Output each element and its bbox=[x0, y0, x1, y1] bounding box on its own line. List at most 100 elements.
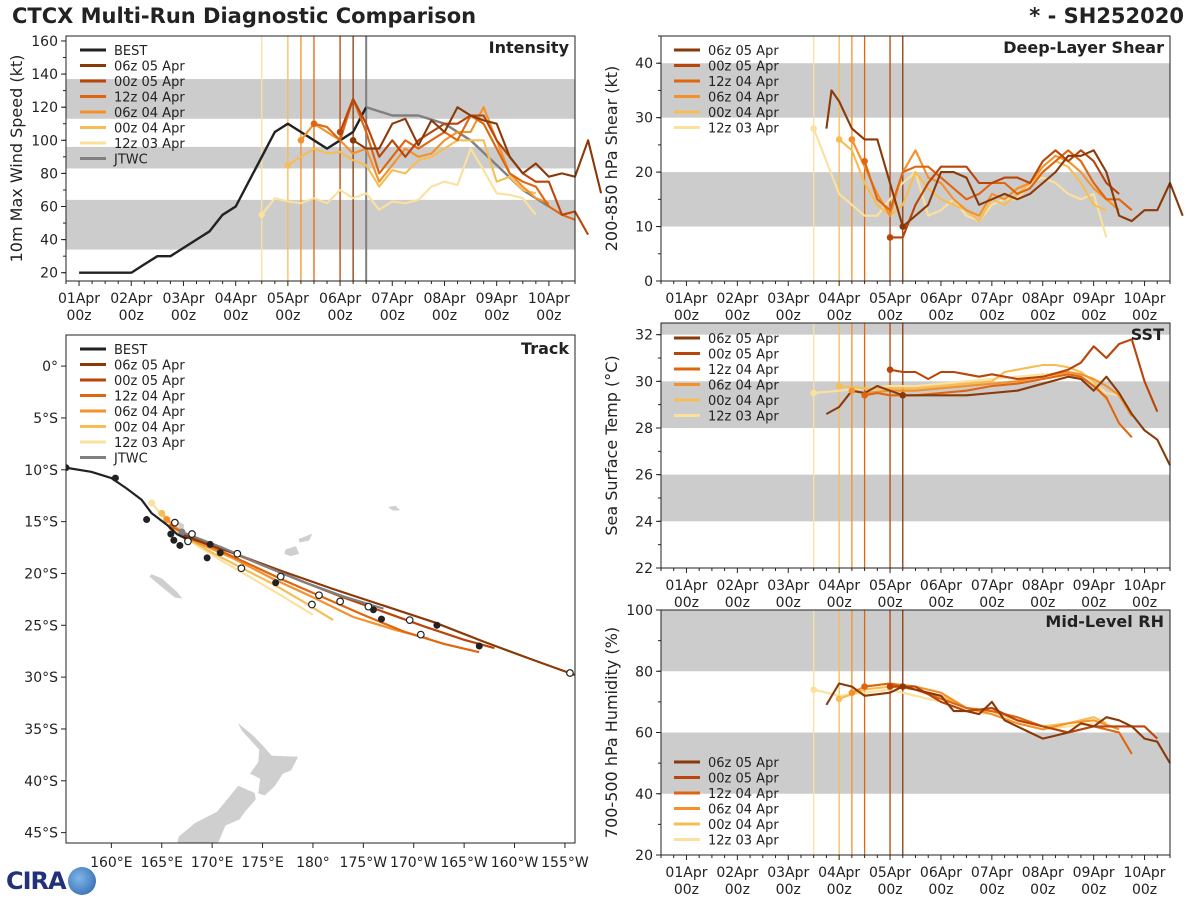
track-position-marker bbox=[170, 536, 178, 544]
sst-title: SST bbox=[1131, 325, 1164, 344]
track-position-marker bbox=[203, 554, 211, 562]
rh-xtick-day: 09Apr bbox=[1073, 865, 1115, 881]
track-series-12z-04-apr bbox=[171, 525, 480, 654]
intensity-xtick-day: 08Apr bbox=[423, 291, 465, 307]
track-position-marker bbox=[377, 615, 385, 623]
rh-xtick-day: 03Apr bbox=[767, 865, 809, 881]
shear-legend-label-06z-05-apr: 06z 05 Apr bbox=[708, 44, 779, 59]
intensity-xtick-day: 04Apr bbox=[215, 291, 257, 307]
rh-init-marker-06z-05-apr bbox=[899, 683, 907, 690]
track-lat-label: 5°S bbox=[33, 411, 58, 427]
sst-legend-label-00z-04-apr: 00z 04 Apr bbox=[708, 394, 779, 409]
storm-id: * - SH252020 bbox=[1029, 4, 1184, 28]
sst-legend-label-06z-05-apr: 06z 05 Apr bbox=[708, 332, 779, 347]
sst-xtick-day: 01Apr bbox=[665, 578, 707, 594]
rh-legend-label-06z-05-apr: 06z 05 Apr bbox=[708, 756, 779, 771]
rh-legend-label-12z-04-apr: 12z 04 Apr bbox=[708, 787, 779, 802]
track-map-layer bbox=[66, 464, 575, 843]
sst-legend-label-12z-04-apr: 12z 04 Apr bbox=[708, 363, 779, 378]
sst-xtick-hour: 00z bbox=[1030, 595, 1055, 611]
intensity-init-marker-06z-04-apr bbox=[297, 136, 305, 144]
sst-ytick-label: 22 bbox=[635, 561, 653, 577]
cira-logo: CIRA bbox=[6, 866, 96, 896]
rh-xtick-hour: 00z bbox=[827, 882, 852, 898]
track-legend-label-00z-05-apr: 00z 05 Apr bbox=[114, 374, 185, 389]
track-forecast-marker bbox=[416, 630, 425, 639]
rh-legend-label-06z-04-apr: 06z 04 Apr bbox=[708, 803, 779, 818]
shear-xtick-day: 07Apr bbox=[971, 291, 1013, 307]
track-series-best bbox=[66, 466, 188, 541]
shear-ytick-label: 20 bbox=[635, 165, 653, 181]
land-new-zealand-north bbox=[238, 723, 299, 796]
shear-xtick-hour: 00z bbox=[1081, 308, 1106, 324]
shear-series-12z-04-apr bbox=[863, 149, 1133, 212]
sst-plot-area bbox=[661, 323, 1170, 568]
track-position-marker bbox=[216, 549, 224, 557]
intensity-legend-label-00z-05-apr: 00z 05 Apr bbox=[114, 75, 185, 90]
intensity-series-00z-04-apr bbox=[287, 139, 537, 195]
intensity-legend-label-12z-04-apr: 12z 04 Apr bbox=[114, 91, 185, 106]
intensity-title: Intensity bbox=[489, 38, 570, 57]
intensity-ytick-label: 60 bbox=[40, 200, 58, 216]
shear-init-marker-12z-03-apr bbox=[810, 125, 817, 132]
intensity-xtick-day: 02Apr bbox=[110, 291, 152, 307]
sst-xtick-day: 06Apr bbox=[920, 578, 962, 594]
track-lat-label: 35°S bbox=[24, 722, 58, 738]
sst-init-marker-12z-04-apr bbox=[861, 392, 868, 399]
track-start-marker-best bbox=[66, 464, 70, 472]
land-fiji-viti-levu bbox=[284, 546, 300, 557]
shear-xtick-day: 02Apr bbox=[716, 291, 758, 307]
track-lon-label: 160°W bbox=[491, 855, 539, 871]
shear-xtick-hour: 00z bbox=[674, 308, 699, 324]
land-new-zealand-south bbox=[177, 785, 256, 843]
rh-init-marker-00z-05-apr bbox=[886, 683, 894, 690]
track-forecast-marker bbox=[315, 591, 323, 600]
track-legend-label-best: BEST bbox=[114, 343, 147, 358]
rh-init-marker-12z-04-apr bbox=[861, 683, 868, 690]
rh-xtick-hour: 00z bbox=[877, 882, 902, 898]
sst-init-marker-06z-05-apr bbox=[899, 392, 907, 399]
track-lat-label: 10°S bbox=[24, 463, 58, 479]
shear-xtick-hour: 00z bbox=[1132, 308, 1157, 324]
sst-series-12z-04-apr bbox=[864, 373, 1133, 439]
shear-xtick-hour: 00z bbox=[928, 308, 953, 324]
intensity-chart: 2040608010012014016001Apr00z02Apr00z03Ap… bbox=[7, 34, 603, 324]
rh-title: Mid-Level RH bbox=[1045, 612, 1164, 631]
intensity-ytick-label: 160 bbox=[31, 34, 58, 50]
land-samoa bbox=[387, 505, 401, 511]
sst-init-marker-12z-03-apr bbox=[810, 389, 817, 397]
intensity-series-06z-05-apr bbox=[352, 106, 603, 194]
shear-legend-label-00z-04-apr: 00z 04 Apr bbox=[708, 106, 779, 121]
intensity-legend-label-06z-04-apr: 06z 04 Apr bbox=[114, 106, 185, 121]
track-forecast-marker bbox=[336, 597, 345, 606]
track-legend-label-12z-04-apr: 12z 04 Apr bbox=[114, 390, 185, 405]
shear-xtick-hour: 00z bbox=[979, 308, 1004, 324]
shear-xtick-hour: 00z bbox=[827, 308, 852, 324]
sst-ytick-label: 28 bbox=[635, 421, 653, 437]
shear-legend-label-00z-05-apr: 00z 05 Apr bbox=[708, 60, 779, 75]
track-lon-label: 170°E bbox=[191, 855, 234, 871]
intensity-xtick-day: 07Apr bbox=[371, 291, 413, 307]
rh-xtick-hour: 00z bbox=[1132, 882, 1157, 898]
shear-init-marker-12z-04-apr bbox=[861, 157, 868, 165]
intensity-ytick-label: 40 bbox=[40, 233, 58, 249]
intensity-band bbox=[66, 79, 575, 119]
track-lat-label: 40°S bbox=[24, 774, 58, 790]
track-lon-label: 180° bbox=[296, 855, 330, 871]
figure-title: CTCX Multi-Run Diagnostic Comparison bbox=[12, 4, 477, 28]
shear-title: Deep-Layer Shear bbox=[1003, 38, 1164, 57]
rh-band bbox=[661, 732, 1170, 794]
shear-xtick-hour: 00z bbox=[877, 308, 902, 324]
rh-xtick-hour: 00z bbox=[979, 882, 1004, 898]
shear-legend-label-06z-04-apr: 06z 04 Apr bbox=[708, 91, 779, 106]
shear-band bbox=[661, 172, 1170, 227]
track-position-marker bbox=[272, 579, 280, 587]
intensity-xtick-day: 01Apr bbox=[58, 291, 100, 307]
track-legend-label-06z-04-apr: 06z 04 Apr bbox=[114, 405, 185, 420]
shear-xtick-day: 06Apr bbox=[920, 291, 962, 307]
sst-xtick-hour: 00z bbox=[776, 595, 801, 611]
sst-series-00z-05-apr bbox=[889, 338, 1159, 413]
track-forecast-marker bbox=[170, 518, 179, 527]
intensity-xtick-hour: 00z bbox=[66, 308, 91, 324]
